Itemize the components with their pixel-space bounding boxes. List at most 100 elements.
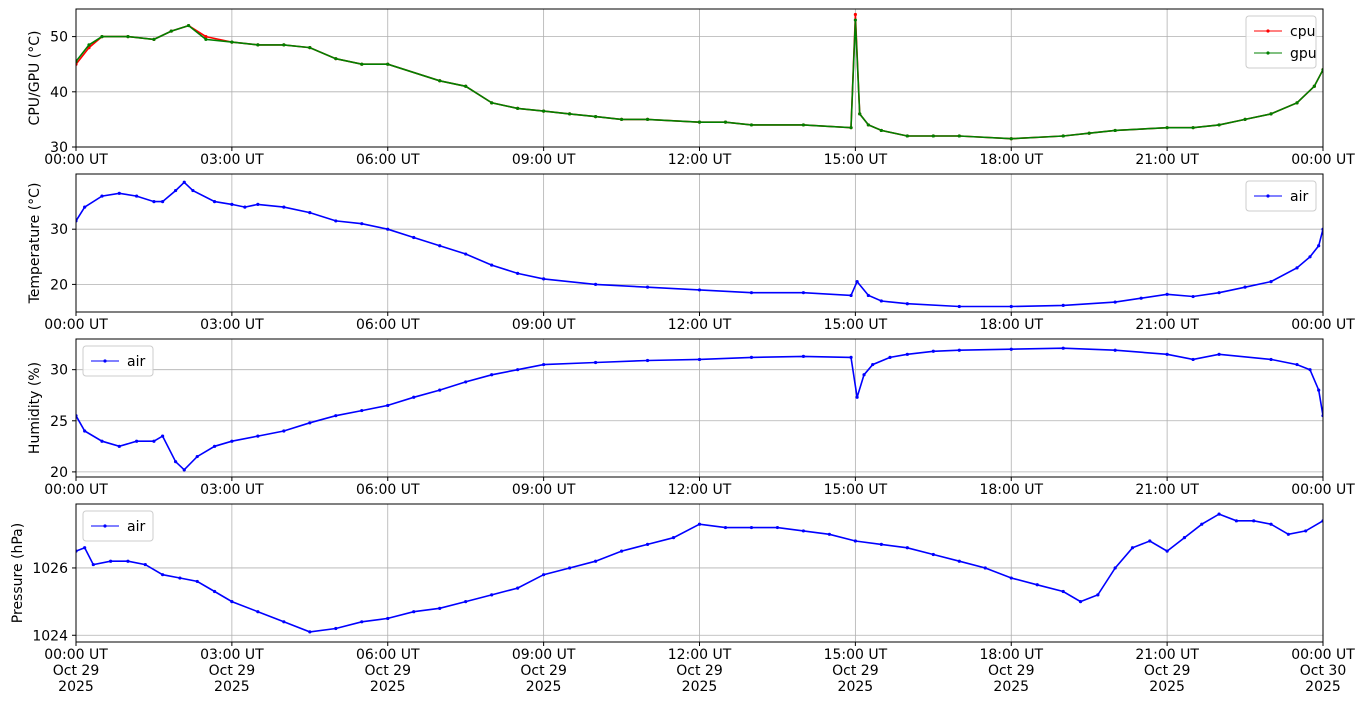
legend-swatch-marker [103, 359, 107, 363]
x-tick-label: 12:00 UT [668, 317, 732, 333]
data-point-air [888, 355, 892, 359]
y-tick-label: 30 [50, 140, 68, 156]
x-tick-label: 03:00 UT [200, 317, 264, 333]
data-point-gpu [1217, 123, 1221, 127]
data-point-air [775, 525, 780, 530]
x-tick-label-line: 18:00 UT [979, 152, 1043, 168]
data-point-gpu [723, 120, 728, 124]
legend-label: gpu [1290, 46, 1317, 62]
data-point-gpu [905, 134, 909, 138]
x-tick-label: 15:00 UT [824, 317, 888, 333]
data-point-air [697, 288, 702, 292]
data-point-air [542, 277, 546, 281]
data-point-air [212, 589, 217, 594]
x-tick-label-line: 18:00 UT [979, 317, 1043, 333]
legend-swatch-marker [1266, 29, 1270, 33]
data-point-air [230, 439, 234, 443]
data-point-air [542, 573, 546, 577]
data-point-air [1234, 519, 1239, 523]
x-tick-label: 00:00 UT Oct 30 2025 [1291, 647, 1355, 695]
data-point-air [195, 579, 199, 584]
data-point-air [516, 368, 520, 372]
x-tick-label-line: 15:00 UT [824, 317, 888, 333]
x-tick-label-line: 15:00 UT [824, 647, 888, 663]
data-point-gpu [749, 123, 754, 127]
data-point-air [438, 606, 442, 610]
data-point-air [853, 539, 857, 543]
x-tick-label: 00:00 UT [44, 482, 108, 498]
data-point-air [117, 191, 121, 195]
x-tick-label: 06:00 UT [356, 482, 420, 498]
x-tick-label-line: 00:00 UT [1291, 317, 1355, 333]
legend: cpu gpu [1245, 15, 1317, 69]
y-axis-label: Temperature (°C) [27, 183, 43, 305]
x-tick-label-line: 2025 [58, 679, 94, 695]
data-point-cpu [204, 35, 208, 39]
data-point-air [1113, 300, 1117, 304]
x-tick-label-line: Oct 30 [1300, 663, 1346, 679]
plot-area [76, 12, 1323, 141]
data-point-air [801, 354, 806, 358]
data-point-air [568, 566, 572, 570]
x-tick-label: 21:00 UT Oct 29 2025 [1135, 647, 1199, 695]
data-point-air [645, 542, 650, 546]
data-point-air [879, 542, 883, 546]
x-tick-label-line: 03:00 UT [200, 152, 264, 168]
data-point-air [173, 460, 178, 464]
plot-area [76, 180, 1323, 309]
x-tick-label-line: 03:00 UT [200, 647, 264, 663]
data-point-gpu [100, 35, 104, 39]
x-tick-label: 09:00 UT [512, 317, 576, 333]
data-point-air [173, 188, 178, 193]
data-point-air [191, 188, 195, 193]
legend-swatch-marker [1266, 194, 1270, 198]
data-point-air [178, 576, 182, 580]
y-tick-label: 40 [50, 85, 68, 101]
data-point-air [412, 610, 416, 614]
x-tick-label: 03:00 UT [200, 482, 264, 498]
data-point-gpu [386, 62, 390, 66]
data-point-air [282, 429, 286, 433]
x-tick-label-line: Oct 29 [209, 663, 255, 679]
series-line-gpu [76, 19, 1323, 140]
data-point-gpu [169, 29, 173, 33]
x-tick-label: 18:00 UT [979, 317, 1043, 333]
legend-box [1245, 15, 1317, 69]
data-point-gpu [866, 123, 870, 127]
legend-label: air [127, 354, 145, 370]
data-point-gpu [849, 126, 853, 130]
x-tick-label-line: 21:00 UT [1135, 482, 1199, 498]
data-point-air [1191, 357, 1195, 362]
data-point-gpu [1009, 137, 1013, 141]
data-point-air [230, 202, 234, 206]
data-point-gpu [568, 112, 572, 116]
x-tick-label-line: 00:00 UT [1291, 647, 1355, 663]
legend-swatch-marker [1266, 51, 1270, 55]
y-tick-label: 20 [50, 277, 68, 293]
legend: air [82, 345, 154, 377]
data-point-gpu [1269, 112, 1273, 116]
y-tick-label: 50 [50, 30, 68, 46]
data-point-air [1217, 352, 1221, 356]
data-point-air [542, 362, 546, 367]
data-point-air [91, 562, 95, 567]
data-point-air [334, 414, 338, 418]
x-tick-label: 06:00 UT [356, 317, 420, 333]
x-tick-label-line: Oct 29 [676, 663, 722, 679]
x-tick-label-line: 03:00 UT [200, 317, 264, 333]
data-point-air [1078, 600, 1083, 604]
y-tick-label: 1026 [32, 561, 68, 577]
legend-swatch-marker [103, 524, 107, 528]
x-tick-label-line: 12:00 UT [668, 152, 732, 168]
data-point-gpu [697, 120, 702, 124]
x-tick-label: 00:00 UT [1291, 317, 1355, 333]
data-point-air [182, 468, 186, 472]
x-tick-label-line: 2025 [1149, 679, 1185, 695]
data-point-gpu [879, 128, 883, 133]
legend: air [82, 510, 154, 542]
x-tick-label-line: 18:00 UT [979, 647, 1043, 663]
data-point-air [849, 293, 853, 298]
data-point-air [1035, 583, 1039, 587]
x-tick-label: 06:00 UT Oct 29 2025 [356, 647, 420, 695]
x-tick-label-line: Oct 29 [1144, 663, 1190, 679]
